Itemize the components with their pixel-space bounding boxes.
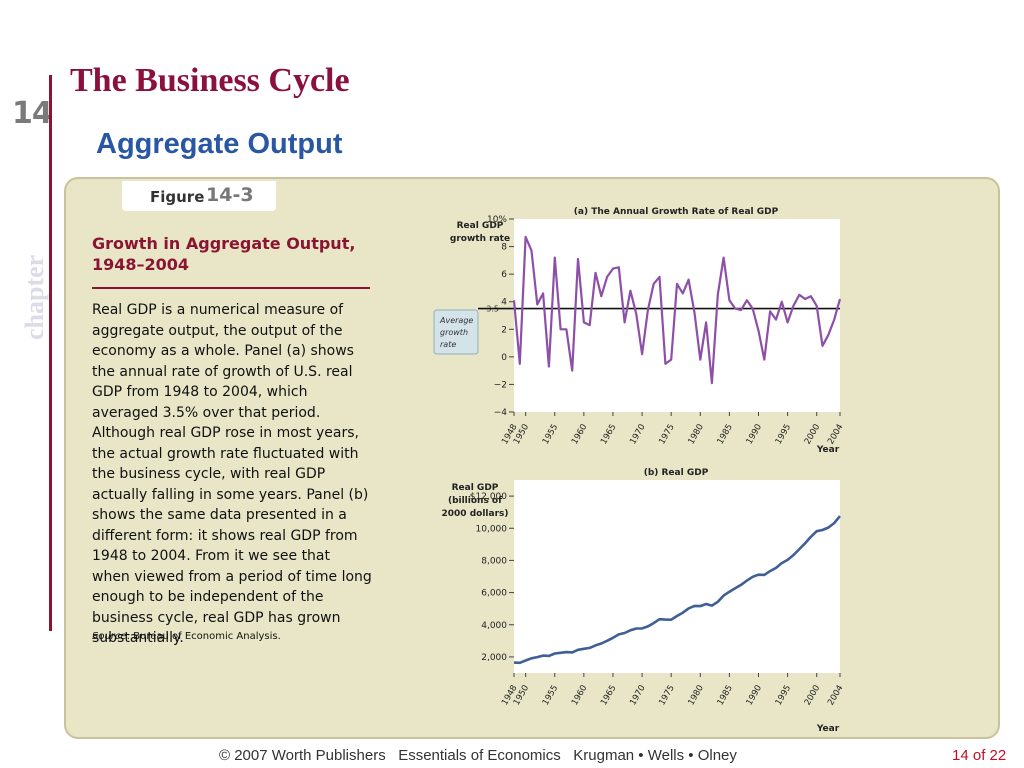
b-ytick-label: $12,000 [470,492,507,502]
gdp-ylabel-line-3: 2000 dollars) [442,509,509,519]
gdp-ylabel-line-1: Real GDP [452,483,499,493]
growth-rate-chart: (a) The Annual Growth Rate of Real GDP R… [433,207,846,455]
a-ytick-label: 10% [487,215,507,225]
b-xtick-label: 1955 [541,684,560,708]
a-xtick-label: 1975 [657,423,676,447]
gdp-chart-title: (b) Real GDP [644,468,709,478]
b-xtick-label: 2000 [803,684,822,708]
figure-label-number: 14-3 [206,184,254,206]
growth-rate-series-line [512,235,842,385]
b-ytick-label: 8,000 [481,556,507,566]
b-ytick-label: 4,000 [481,621,507,631]
a-xtick-label: 2000 [803,423,822,447]
b-ytick-label: 6,000 [481,589,507,599]
b-xtick-label: 1985 [716,684,735,708]
a-xtick-label: 2004 [826,423,845,447]
gdp-ylabel-line-2: (billions of [448,496,502,506]
a-ytick-label: −4 [494,408,508,418]
page-indicator: 14 of 22 [952,747,1007,764]
real-gdp-chart: (b) Real GDP Real GDP (billions of 2000 … [442,468,846,734]
b-xtick-label: 1970 [628,684,647,708]
a-xtick-label: 1985 [716,423,735,447]
source-label: Source [92,631,127,642]
a-xtick-label: 1955 [541,423,560,447]
b-ytick-label: 10,000 [476,524,508,534]
footer-credits: © 2007 Worth Publishers Essentials of Ec… [219,747,737,764]
average-callout-line-3: rate [440,340,456,349]
chapter-number: 14 [12,96,53,131]
a-ytick-label: 8 [501,243,507,253]
b-xtick-label: 1960 [570,684,589,708]
figure-label-tab: Figure 14-3 [122,181,276,211]
growth-xlabel: Year [816,445,840,455]
a-xtick-label: 1965 [599,423,618,447]
figure-caption: Real GDP is a numerical measure of aggre… [92,302,372,646]
growth-ylabel-line-2: growth rate [450,234,510,244]
average-growth-callout [433,309,479,355]
figure-heading-rule [92,287,370,289]
a-ytick-label: 0 [501,353,507,363]
average-callout-line-1: Average [439,316,473,325]
a-xtick-label: 1980 [686,423,705,447]
slide-subtitle: Aggregate Output [96,128,343,160]
figure-source: Source: Bureau of Economic Analysis. [92,631,281,642]
a-ytick-label: 2 [501,325,507,335]
real-gdp-series-line [513,515,842,665]
gdp-xlabel: Year [816,724,840,734]
growth-ylabel-line-1: Real GDP [457,221,504,231]
a-xtick-label: 1990 [745,423,764,447]
a-xtick-label: 1970 [628,423,647,447]
a-ytick-label: −2 [494,380,507,390]
b-xtick-label: 1980 [686,684,705,708]
b-ytick-label: 2,000 [481,653,507,663]
chapter-divider-line [49,75,52,631]
a-xtick-label: 1960 [570,423,589,447]
gdp-plot-area [514,480,840,673]
figure-label-word: Figure [150,188,205,206]
b-xtick-label: 1990 [745,684,764,708]
a-xtick-label: 1995 [774,423,793,447]
source-text: : Bureau of Economic Analysis. [126,631,281,642]
b-xtick-label: 2004 [826,684,845,708]
average-callout-line-2: growth [440,328,468,337]
figure-heading: Growth in Aggregate Output, 1948–2004 [92,234,356,274]
a-ytick-label: 6 [501,270,507,280]
b-xtick-label: 1995 [774,684,793,708]
b-xtick-label: 1965 [599,684,618,708]
a-ytick-label: 4 [501,298,507,308]
b-xtick-label: 1975 [657,684,676,708]
growth-chart-title: (a) The Annual Growth Rate of Real GDP [574,207,779,217]
slide-title: The Business Cycle [70,62,350,99]
